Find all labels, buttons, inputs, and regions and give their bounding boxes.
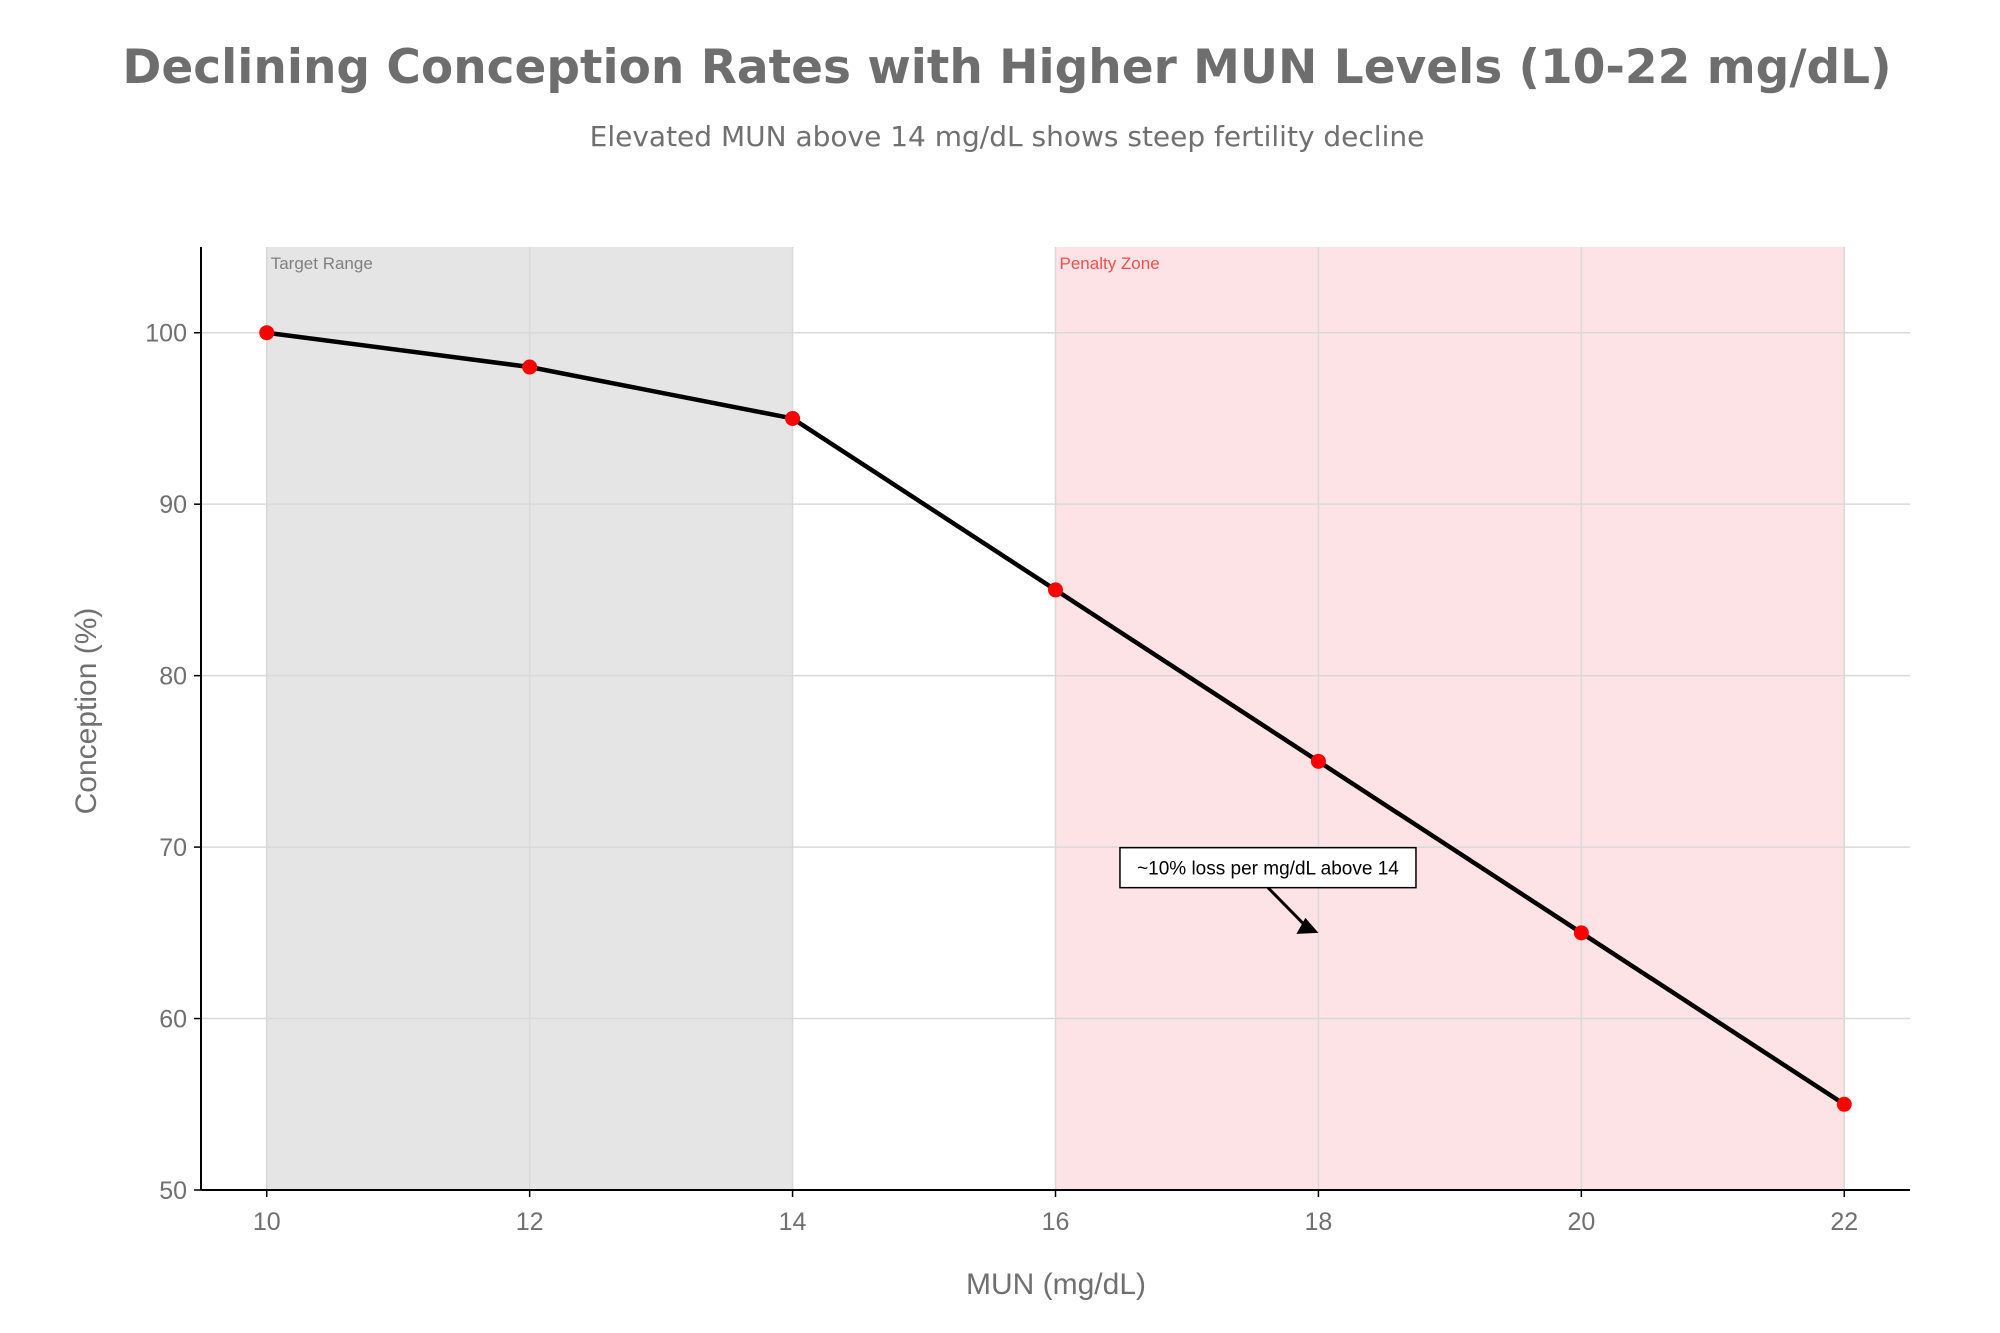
chart-title: Declining Conception Rates with Higher M… xyxy=(122,40,1892,95)
data-point xyxy=(259,325,275,341)
region-label-1: Penalty Zone xyxy=(1060,254,1160,273)
data-point xyxy=(1048,582,1063,598)
y-tick-label: 80 xyxy=(159,663,187,691)
x-axis-title: MUN (mg/dL) xyxy=(966,1268,1146,1301)
data-point xyxy=(1573,925,1589,941)
data-point xyxy=(1836,1096,1852,1112)
data-point xyxy=(785,410,801,426)
y-tick-label: 50 xyxy=(159,1177,187,1205)
x-tick-label: 14 xyxy=(779,1208,807,1236)
x-tick-label: 22 xyxy=(1830,1208,1858,1236)
x-tick-label: 18 xyxy=(1305,1208,1333,1236)
x-tick-label: 12 xyxy=(516,1208,544,1236)
chart-subtitle: Elevated MUN above 14 mg/dL shows steep … xyxy=(589,120,1425,153)
shaded-region-1 xyxy=(1055,247,1845,1190)
annotation-arrowhead xyxy=(1296,917,1319,934)
y-tick-label: 70 xyxy=(159,834,187,862)
x-tick-label: 16 xyxy=(1042,1208,1070,1236)
y-axis-title: Conception (%) xyxy=(70,608,103,815)
annotation-box xyxy=(1119,846,1417,889)
region-label-0: Target Range xyxy=(271,254,373,273)
annotation-text: ~10% loss per mg/dL above 14 xyxy=(1137,859,1399,880)
data-point xyxy=(522,359,538,375)
x-tick-label: 10 xyxy=(253,1208,281,1236)
annotation-arrow xyxy=(1266,886,1308,928)
y-tick-label: 60 xyxy=(159,1006,187,1034)
x-tick-label: 20 xyxy=(1567,1208,1595,1236)
data-point xyxy=(1310,753,1326,769)
y-tick-label: 90 xyxy=(159,491,187,519)
y-tick-label: 100 xyxy=(145,320,187,348)
